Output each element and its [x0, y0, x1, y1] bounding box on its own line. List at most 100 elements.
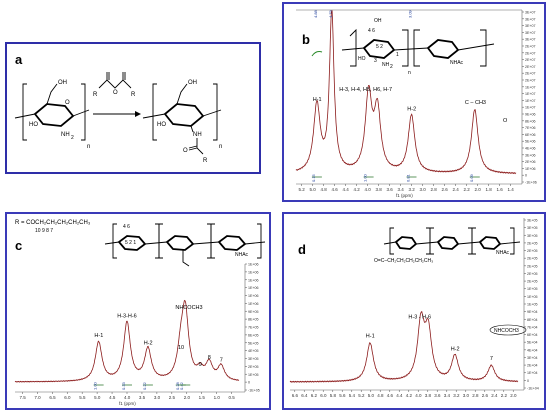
- right-amide-carbonyl: [188, 145, 198, 151]
- c-peak-label-4: 10: [178, 345, 184, 351]
- d-x-tick-label-6: 5.4: [349, 393, 356, 398]
- right-amide-o: O: [183, 148, 188, 154]
- right-nh-label: NH: [193, 132, 202, 138]
- c-peak-labels: H-1 H-3-H-6 H-2 NHCOCH3 10 98 7: [94, 305, 222, 368]
- b-top-ticks: 4.79 4.88 3.09: [313, 9, 413, 18]
- b-y-tick-label-20: 4E+06: [525, 147, 536, 151]
- d-y-tick-label-12: 9E+04: [527, 310, 538, 314]
- c-y-tick-label-9: 6E+05: [248, 333, 259, 337]
- b-integral-value-2: 0.81: [406, 173, 411, 182]
- panel-b-letter: b: [302, 32, 310, 47]
- left-glyco-bond-out: [72, 109, 90, 117]
- c-x-tick-label-4: 5.5: [79, 395, 86, 400]
- d-spectrum-line: [289, 310, 519, 383]
- right-amide-r: R: [203, 158, 208, 164]
- d-right-ticks: 3E+05 3E+05 3E+05 2E+05 2E+05 2E+05 2E+05 2E+05…: [524, 219, 539, 391]
- b-peak-label-4: H-2: [407, 106, 416, 112]
- c-x-tick-label-6: 4.5: [109, 395, 116, 400]
- structure-d: NHAc O=C–CH₂CH₂CH₂CH₂CH₃: [374, 227, 521, 264]
- b-x-tick-label-18: 1.6: [497, 187, 504, 192]
- d-y-tick-label-9: 1E+05: [527, 287, 538, 291]
- b-y-tick-label-1: 3E+07: [525, 17, 536, 21]
- b-oh: OH: [374, 18, 382, 24]
- c-y-tick-label-5: 1E+06: [248, 302, 259, 306]
- panel-a-letter: a: [15, 52, 23, 67]
- d-peak-label-3: H-2: [451, 346, 460, 352]
- left-bracket-close: [81, 83, 86, 141]
- d-ring-1: [394, 236, 418, 250]
- b-y-tick-label-2: 3E+07: [525, 24, 536, 28]
- b-y-tick-label-3: 3E+07: [525, 31, 536, 35]
- b-y-tick-label-9: 2E+07: [525, 72, 536, 76]
- d-peak-label-0: H-1: [366, 334, 375, 340]
- d-y-tick-label-21: 0: [527, 379, 529, 383]
- panel-c-nmr-hexanoyl: c R = COCH₂CH₂CH₂CH₂CH₃ 10 9 8 7 4 6 5 2…: [5, 212, 271, 410]
- left-nh2-label: NH: [61, 132, 70, 138]
- d-glyco-bonds: [383, 241, 521, 245]
- c-integral-value-2: 0.22: [142, 381, 147, 390]
- d-y-tick-label-1: 3E+05: [527, 226, 538, 230]
- d-x-tick-label-9: 4.8: [377, 393, 384, 398]
- b-nums2: 5 2: [376, 44, 383, 50]
- d-y-tick-label-14: 7E+04: [527, 325, 538, 329]
- b-x-tick-label-9: 3.4: [398, 187, 405, 192]
- b-y-tick-label-21: 3E+06: [525, 153, 536, 157]
- b-y-tick-label-8: 2E+07: [525, 65, 536, 69]
- c-peak-label-0: H-1: [94, 333, 103, 339]
- d-x-tick-label-2: 6.2: [311, 393, 318, 398]
- d-x-tick-label-15: 3.6: [434, 393, 441, 398]
- b-x-tick-label-1: 5.0: [310, 187, 317, 192]
- c-integral-value-1: 0.33: [121, 381, 126, 390]
- c-integral-value-0: 1.00: [93, 381, 98, 390]
- c-peak-label-6: 8: [208, 355, 211, 361]
- c-spectrum-line: [14, 299, 240, 383]
- b-carbonyl-o: O: [503, 118, 508, 124]
- b-x-tick-label-10: 3.2: [409, 187, 416, 192]
- d-y-tick-label-18: 3E+04: [527, 356, 538, 360]
- c-peak-label-3: NHCOCH3: [175, 305, 202, 311]
- c-bracket-2: [158, 223, 212, 259]
- b-bracket-2-close: [480, 29, 487, 67]
- b-three: 3: [374, 58, 377, 64]
- c-x-tick-label-5: 5.0: [94, 395, 101, 400]
- b-x-tick-label-19: 1.4: [508, 187, 515, 192]
- d-x-tick-label-22: 2.2: [501, 393, 508, 398]
- b-top-tick-0: 4.79: [328, 9, 333, 18]
- b-bracket-1-close: [402, 29, 409, 67]
- b-nh2-sub: 2: [390, 64, 393, 70]
- c-y-tick-label-0: 1E+06: [248, 263, 259, 267]
- d-bracket-2: [429, 227, 473, 255]
- d-y-tick-label-15: 6E+04: [527, 333, 538, 337]
- left-bracket-open: [22, 83, 27, 141]
- c-x-tick-label-14: 0.5: [229, 395, 236, 400]
- b-glyco-bonds: [341, 43, 495, 51]
- c-y-tick-label-12: 3E+05: [248, 357, 259, 361]
- d-x-ticks: 6.6 6.4 6.2 6.0 5.8 5.6 5.4 5.2 5.0 4.8 4.6 4.4 4.2 4…: [292, 390, 517, 398]
- b-one: 1: [396, 52, 399, 58]
- b-x-tick-label-11: 3.0: [420, 187, 427, 192]
- b-integral-value-3: 0.09: [469, 173, 474, 182]
- nmr-spectrum-c: c R = COCH₂CH₂CH₂CH₂CH₃ 10 9 8 7 4 6 5 2…: [14, 220, 266, 406]
- d-y-tick-label-5: 2E+05: [527, 257, 538, 261]
- c-x-tick-label-7: 4.0: [124, 395, 131, 400]
- d-y-tick-label-13: 8E+04: [527, 318, 538, 322]
- c-right-ticks: 1E+06 1E+06 1E+06 1E+06 1E+06 1E+06 9E+05 8E+05…: [245, 263, 260, 393]
- d-nhcoch3-ellipse: [489, 324, 527, 336]
- b-y-tick-label-14: 1E+07: [525, 106, 536, 110]
- b-y-tick-label-18: 6E+06: [525, 133, 536, 137]
- c-y-tick-label-7: 8E+05: [248, 318, 259, 322]
- b-y-tick-label-22: 2E+06: [525, 160, 536, 164]
- c-y-tick-label-15: 0: [248, 381, 250, 385]
- c-peak-label-7: 7: [220, 357, 223, 363]
- d-x-tick-label-12: 4.2: [406, 393, 413, 398]
- d-y-tick-label-17: 4E+04: [527, 348, 538, 352]
- b-y-tick-label-24: 0: [525, 174, 527, 178]
- c-r-formula: R = COCH₂CH₂CH₂CH₂CH₃: [15, 220, 91, 226]
- panel-c-letter: c: [15, 238, 22, 253]
- c-y-tick-label-14: 1E+05: [248, 373, 259, 377]
- b-y-tick-label-13: 1E+07: [525, 99, 536, 103]
- d-x-tick-label-1: 6.4: [301, 393, 308, 398]
- reaction-arrow-head: [135, 111, 141, 117]
- d-acyl-chain: O=C–CH₂CH₂CH₂CH₂CH₃: [374, 258, 433, 264]
- b-x-tick-label-2: 4.8: [321, 187, 328, 192]
